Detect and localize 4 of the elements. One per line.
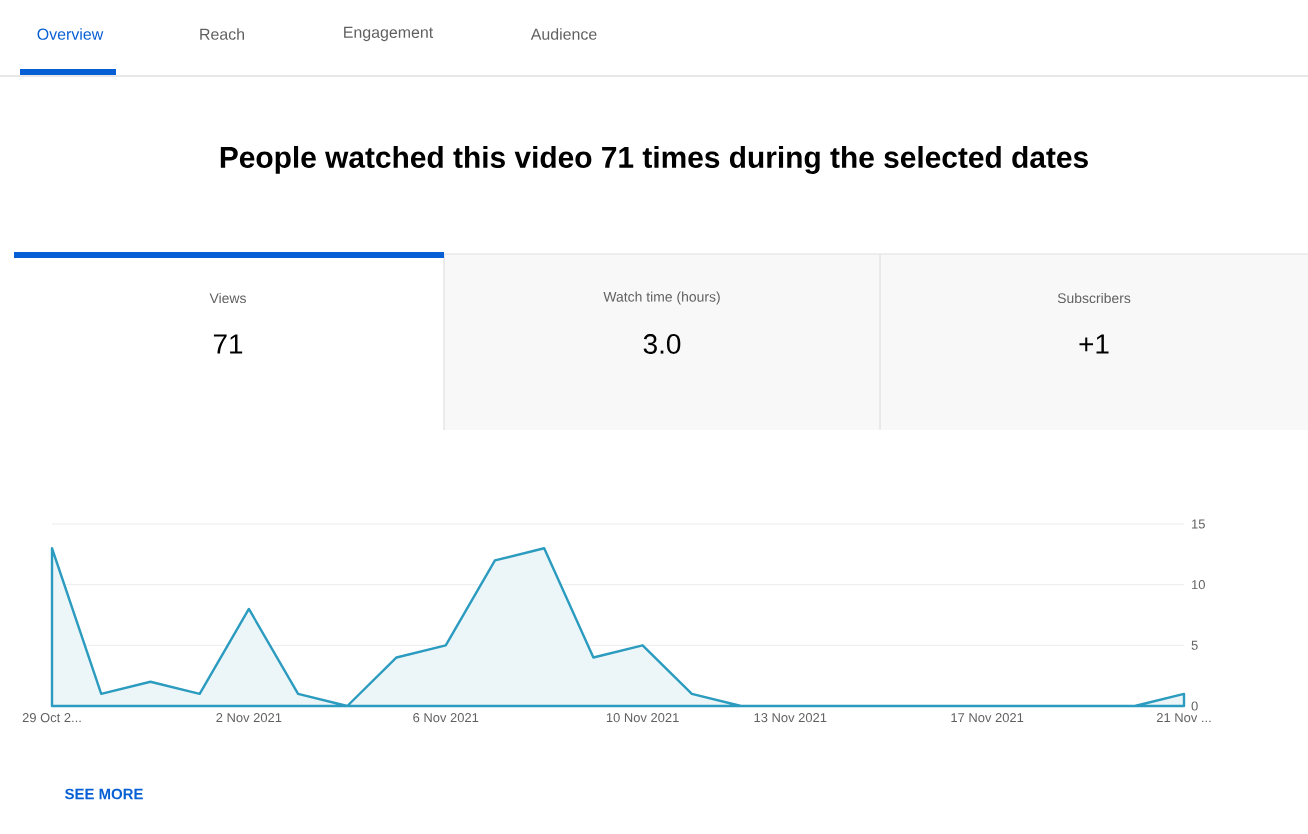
text: 71 xyxy=(213,334,243,354)
text: +1 xyxy=(1079,334,1109,354)
chart-title: People watched this video 71 times during the selected dates xyxy=(220,146,1088,174)
text: 3.0 xyxy=(643,334,681,354)
